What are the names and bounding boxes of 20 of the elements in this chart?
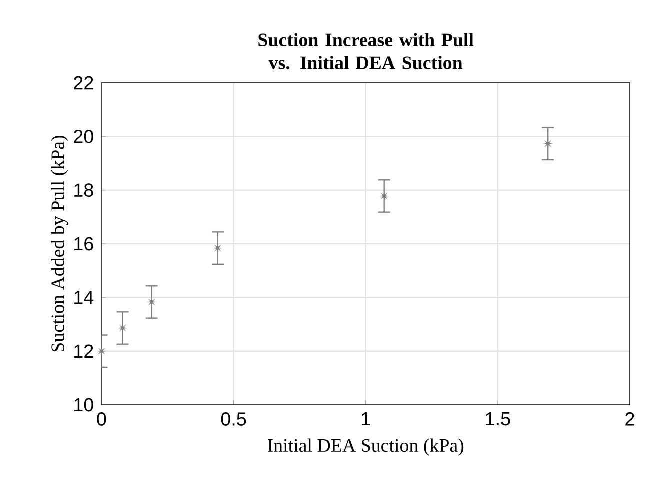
- y-tick-label: 16: [74, 237, 94, 251]
- x-tick-label: 0.5: [221, 412, 246, 426]
- chart-title: Suction Increase with Pull vs. Initial DEA Suction: [258, 33, 474, 70]
- point: [96, 346, 107, 356]
- y-tick-label: 20: [74, 130, 94, 144]
- y-tick-label: 14: [74, 291, 94, 304]
- x-tick-label: 2: [626, 412, 634, 426]
- y-tick-label: 22: [74, 76, 94, 90]
- x-axis-title: Initial DEA Suction (kPa): [268, 438, 464, 456]
- x-tick-label: 1: [362, 412, 370, 426]
- point: [118, 323, 128, 334]
- y-tick-label: 10: [74, 398, 94, 412]
- x-tick-label: 1.5: [486, 412, 510, 426]
- x-tick-label: 0: [97, 412, 106, 426]
- point: [379, 191, 390, 202]
- y-tick-label: 18: [74, 184, 94, 198]
- y-axis-title: Suction Added by Pull (kPa): [51, 136, 68, 352]
- y-tick-label: 12: [74, 344, 94, 358]
- point: [212, 243, 223, 254]
- point: [146, 297, 157, 308]
